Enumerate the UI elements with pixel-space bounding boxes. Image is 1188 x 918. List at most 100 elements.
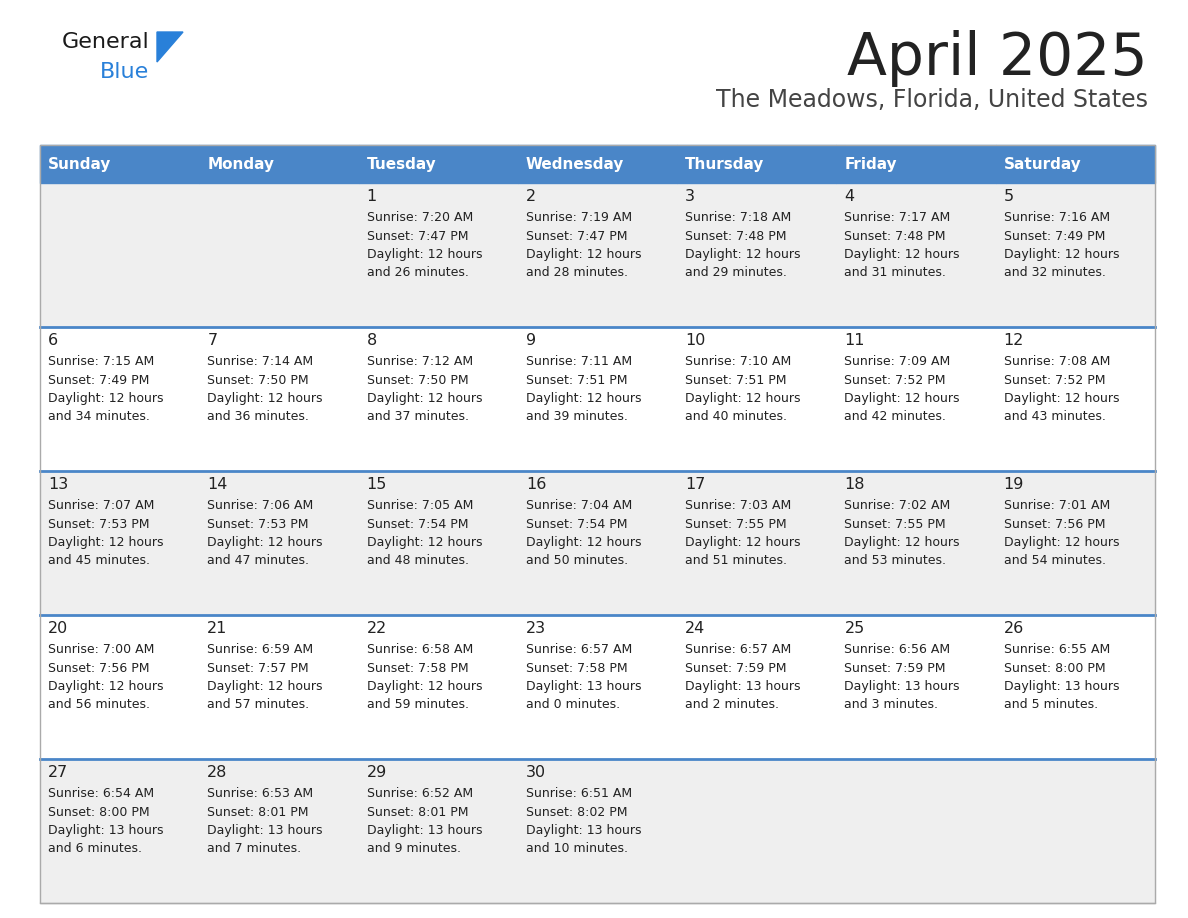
Text: Daylight: 12 hours: Daylight: 12 hours [367, 248, 482, 261]
Text: Daylight: 12 hours: Daylight: 12 hours [845, 392, 960, 405]
Text: 3: 3 [685, 189, 695, 204]
Text: Sunset: 7:52 PM: Sunset: 7:52 PM [1004, 374, 1105, 386]
Text: and 45 minutes.: and 45 minutes. [48, 554, 150, 567]
Text: Sunset: 7:47 PM: Sunset: 7:47 PM [526, 230, 627, 242]
Text: Sunset: 7:49 PM: Sunset: 7:49 PM [48, 374, 150, 386]
Text: 9: 9 [526, 333, 536, 348]
Text: 20: 20 [48, 621, 68, 636]
Text: 29: 29 [367, 765, 387, 780]
Text: and 28 minutes.: and 28 minutes. [526, 266, 627, 279]
Text: Sunrise: 6:57 AM: Sunrise: 6:57 AM [526, 643, 632, 656]
Text: Sunrise: 7:02 AM: Sunrise: 7:02 AM [845, 499, 950, 512]
Text: and 59 minutes.: and 59 minutes. [367, 699, 468, 711]
Text: Sunrise: 7:16 AM: Sunrise: 7:16 AM [1004, 211, 1110, 224]
Text: 27: 27 [48, 765, 68, 780]
Text: and 47 minutes.: and 47 minutes. [207, 554, 309, 567]
Text: and 53 minutes.: and 53 minutes. [845, 554, 947, 567]
Text: Daylight: 12 hours: Daylight: 12 hours [367, 680, 482, 693]
Text: Sunset: 7:53 PM: Sunset: 7:53 PM [48, 518, 150, 531]
Text: Sunset: 8:01 PM: Sunset: 8:01 PM [207, 805, 309, 819]
Text: April 2025: April 2025 [847, 30, 1148, 87]
Text: Sunset: 7:55 PM: Sunset: 7:55 PM [845, 518, 946, 531]
Bar [677, 145, 836, 183]
Text: Sunrise: 7:00 AM: Sunrise: 7:00 AM [48, 643, 154, 656]
Text: Tuesday: Tuesday [367, 156, 436, 172]
Text: Monday: Monday [207, 156, 274, 172]
Text: and 29 minutes.: and 29 minutes. [685, 266, 786, 279]
Text: Daylight: 12 hours: Daylight: 12 hours [367, 536, 482, 549]
Text: and 0 minutes.: and 0 minutes. [526, 699, 620, 711]
Text: Daylight: 13 hours: Daylight: 13 hours [526, 824, 642, 837]
Text: 14: 14 [207, 477, 228, 492]
Text: and 32 minutes.: and 32 minutes. [1004, 266, 1106, 279]
Text: Sunset: 7:52 PM: Sunset: 7:52 PM [845, 374, 946, 386]
Bar [40, 145, 1155, 903]
Text: 15: 15 [367, 477, 387, 492]
Text: Sunrise: 7:11 AM: Sunrise: 7:11 AM [526, 355, 632, 368]
Text: and 5 minutes.: and 5 minutes. [1004, 699, 1098, 711]
Text: 28: 28 [207, 765, 228, 780]
Text: Sunrise: 7:04 AM: Sunrise: 7:04 AM [526, 499, 632, 512]
Bar [996, 145, 1155, 183]
Text: Sunset: 7:58 PM: Sunset: 7:58 PM [367, 662, 468, 675]
Text: Sunset: 7:50 PM: Sunset: 7:50 PM [207, 374, 309, 386]
Text: Daylight: 13 hours: Daylight: 13 hours [48, 824, 164, 837]
Text: 22: 22 [367, 621, 387, 636]
Bar [40, 759, 1155, 903]
Text: Sunrise: 7:12 AM: Sunrise: 7:12 AM [367, 355, 473, 368]
Text: and 56 minutes.: and 56 minutes. [48, 699, 150, 711]
Text: 17: 17 [685, 477, 706, 492]
Text: and 7 minutes.: and 7 minutes. [207, 843, 302, 856]
Text: and 57 minutes.: and 57 minutes. [207, 699, 309, 711]
Text: Daylight: 12 hours: Daylight: 12 hours [48, 680, 164, 693]
Text: Sunrise: 7:14 AM: Sunrise: 7:14 AM [207, 355, 314, 368]
Text: Daylight: 12 hours: Daylight: 12 hours [685, 536, 801, 549]
Text: Sunrise: 7:03 AM: Sunrise: 7:03 AM [685, 499, 791, 512]
Text: Wednesday: Wednesday [526, 156, 624, 172]
Text: Daylight: 13 hours: Daylight: 13 hours [207, 824, 323, 837]
Text: Sunrise: 7:15 AM: Sunrise: 7:15 AM [48, 355, 154, 368]
Text: Sunrise: 6:54 AM: Sunrise: 6:54 AM [48, 787, 154, 800]
Text: and 3 minutes.: and 3 minutes. [845, 699, 939, 711]
Text: Sunset: 8:01 PM: Sunset: 8:01 PM [367, 805, 468, 819]
Text: Sunrise: 7:10 AM: Sunrise: 7:10 AM [685, 355, 791, 368]
Text: and 37 minutes.: and 37 minutes. [367, 410, 468, 423]
Text: and 39 minutes.: and 39 minutes. [526, 410, 627, 423]
Text: Daylight: 12 hours: Daylight: 12 hours [367, 392, 482, 405]
Text: and 36 minutes.: and 36 minutes. [207, 410, 309, 423]
Text: The Meadows, Florida, United States: The Meadows, Florida, United States [716, 88, 1148, 112]
Text: Sunset: 7:49 PM: Sunset: 7:49 PM [1004, 230, 1105, 242]
Text: Sunset: 7:48 PM: Sunset: 7:48 PM [845, 230, 946, 242]
Text: Sunrise: 6:59 AM: Sunrise: 6:59 AM [207, 643, 314, 656]
Text: 19: 19 [1004, 477, 1024, 492]
Text: Daylight: 12 hours: Daylight: 12 hours [48, 392, 164, 405]
Text: Daylight: 12 hours: Daylight: 12 hours [685, 248, 801, 261]
Text: 6: 6 [48, 333, 58, 348]
Text: Daylight: 12 hours: Daylight: 12 hours [845, 536, 960, 549]
Text: Daylight: 12 hours: Daylight: 12 hours [526, 392, 642, 405]
Text: Sunday: Sunday [48, 156, 112, 172]
Bar [40, 327, 1155, 471]
Text: Daylight: 12 hours: Daylight: 12 hours [207, 680, 323, 693]
Text: Daylight: 12 hours: Daylight: 12 hours [526, 536, 642, 549]
Text: Daylight: 12 hours: Daylight: 12 hours [1004, 248, 1119, 261]
Text: and 42 minutes.: and 42 minutes. [845, 410, 947, 423]
Text: 13: 13 [48, 477, 68, 492]
Text: Sunrise: 7:05 AM: Sunrise: 7:05 AM [367, 499, 473, 512]
Bar [359, 145, 518, 183]
Polygon shape [157, 32, 183, 62]
Text: 21: 21 [207, 621, 228, 636]
Text: Daylight: 13 hours: Daylight: 13 hours [367, 824, 482, 837]
Bar [200, 145, 359, 183]
Text: Sunset: 7:54 PM: Sunset: 7:54 PM [526, 518, 627, 531]
Text: Friday: Friday [845, 156, 897, 172]
Text: Sunset: 8:00 PM: Sunset: 8:00 PM [1004, 662, 1105, 675]
Text: Sunrise: 7:20 AM: Sunrise: 7:20 AM [367, 211, 473, 224]
Text: and 43 minutes.: and 43 minutes. [1004, 410, 1106, 423]
Text: Sunrise: 6:55 AM: Sunrise: 6:55 AM [1004, 643, 1110, 656]
Text: 12: 12 [1004, 333, 1024, 348]
Text: and 26 minutes.: and 26 minutes. [367, 266, 468, 279]
Text: Daylight: 13 hours: Daylight: 13 hours [526, 680, 642, 693]
Text: and 10 minutes.: and 10 minutes. [526, 843, 627, 856]
Text: Sunrise: 7:01 AM: Sunrise: 7:01 AM [1004, 499, 1110, 512]
